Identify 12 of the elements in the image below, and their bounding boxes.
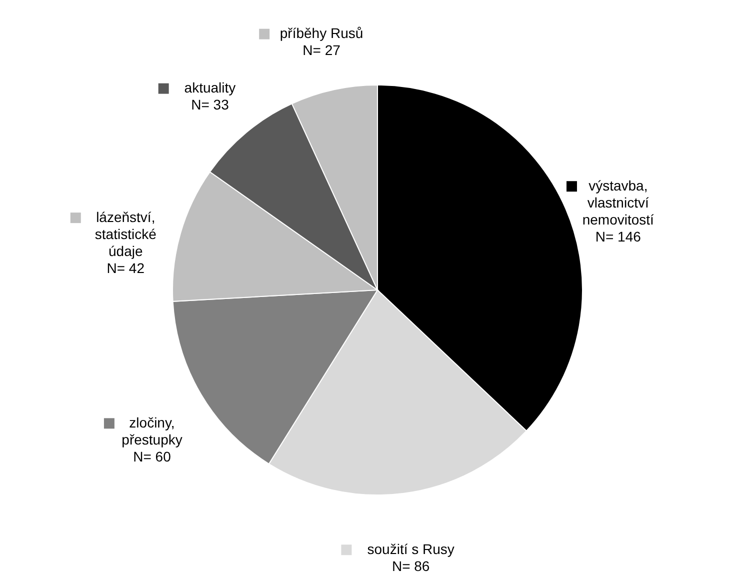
legend-label: aktuality bbox=[184, 80, 236, 96]
legend-label: příběhy Rusů bbox=[280, 25, 364, 42]
data-label: N= 42 bbox=[106, 260, 145, 276]
data-label: N= 60 bbox=[133, 448, 172, 464]
legend-label: výstavba, vlastnictví nemovitostí bbox=[582, 177, 654, 228]
legend-label: soužití s Rusy bbox=[367, 540, 454, 557]
data-label: N= 33 bbox=[191, 96, 230, 113]
data-label: N= 86 bbox=[392, 558, 430, 574]
legend-label: lázeňství, statistické údaje bbox=[94, 208, 157, 259]
legend-label: zločiny, přestupky bbox=[122, 414, 182, 448]
data-label: N= 27 bbox=[302, 42, 341, 58]
data-label: N= 146 bbox=[595, 228, 642, 244]
